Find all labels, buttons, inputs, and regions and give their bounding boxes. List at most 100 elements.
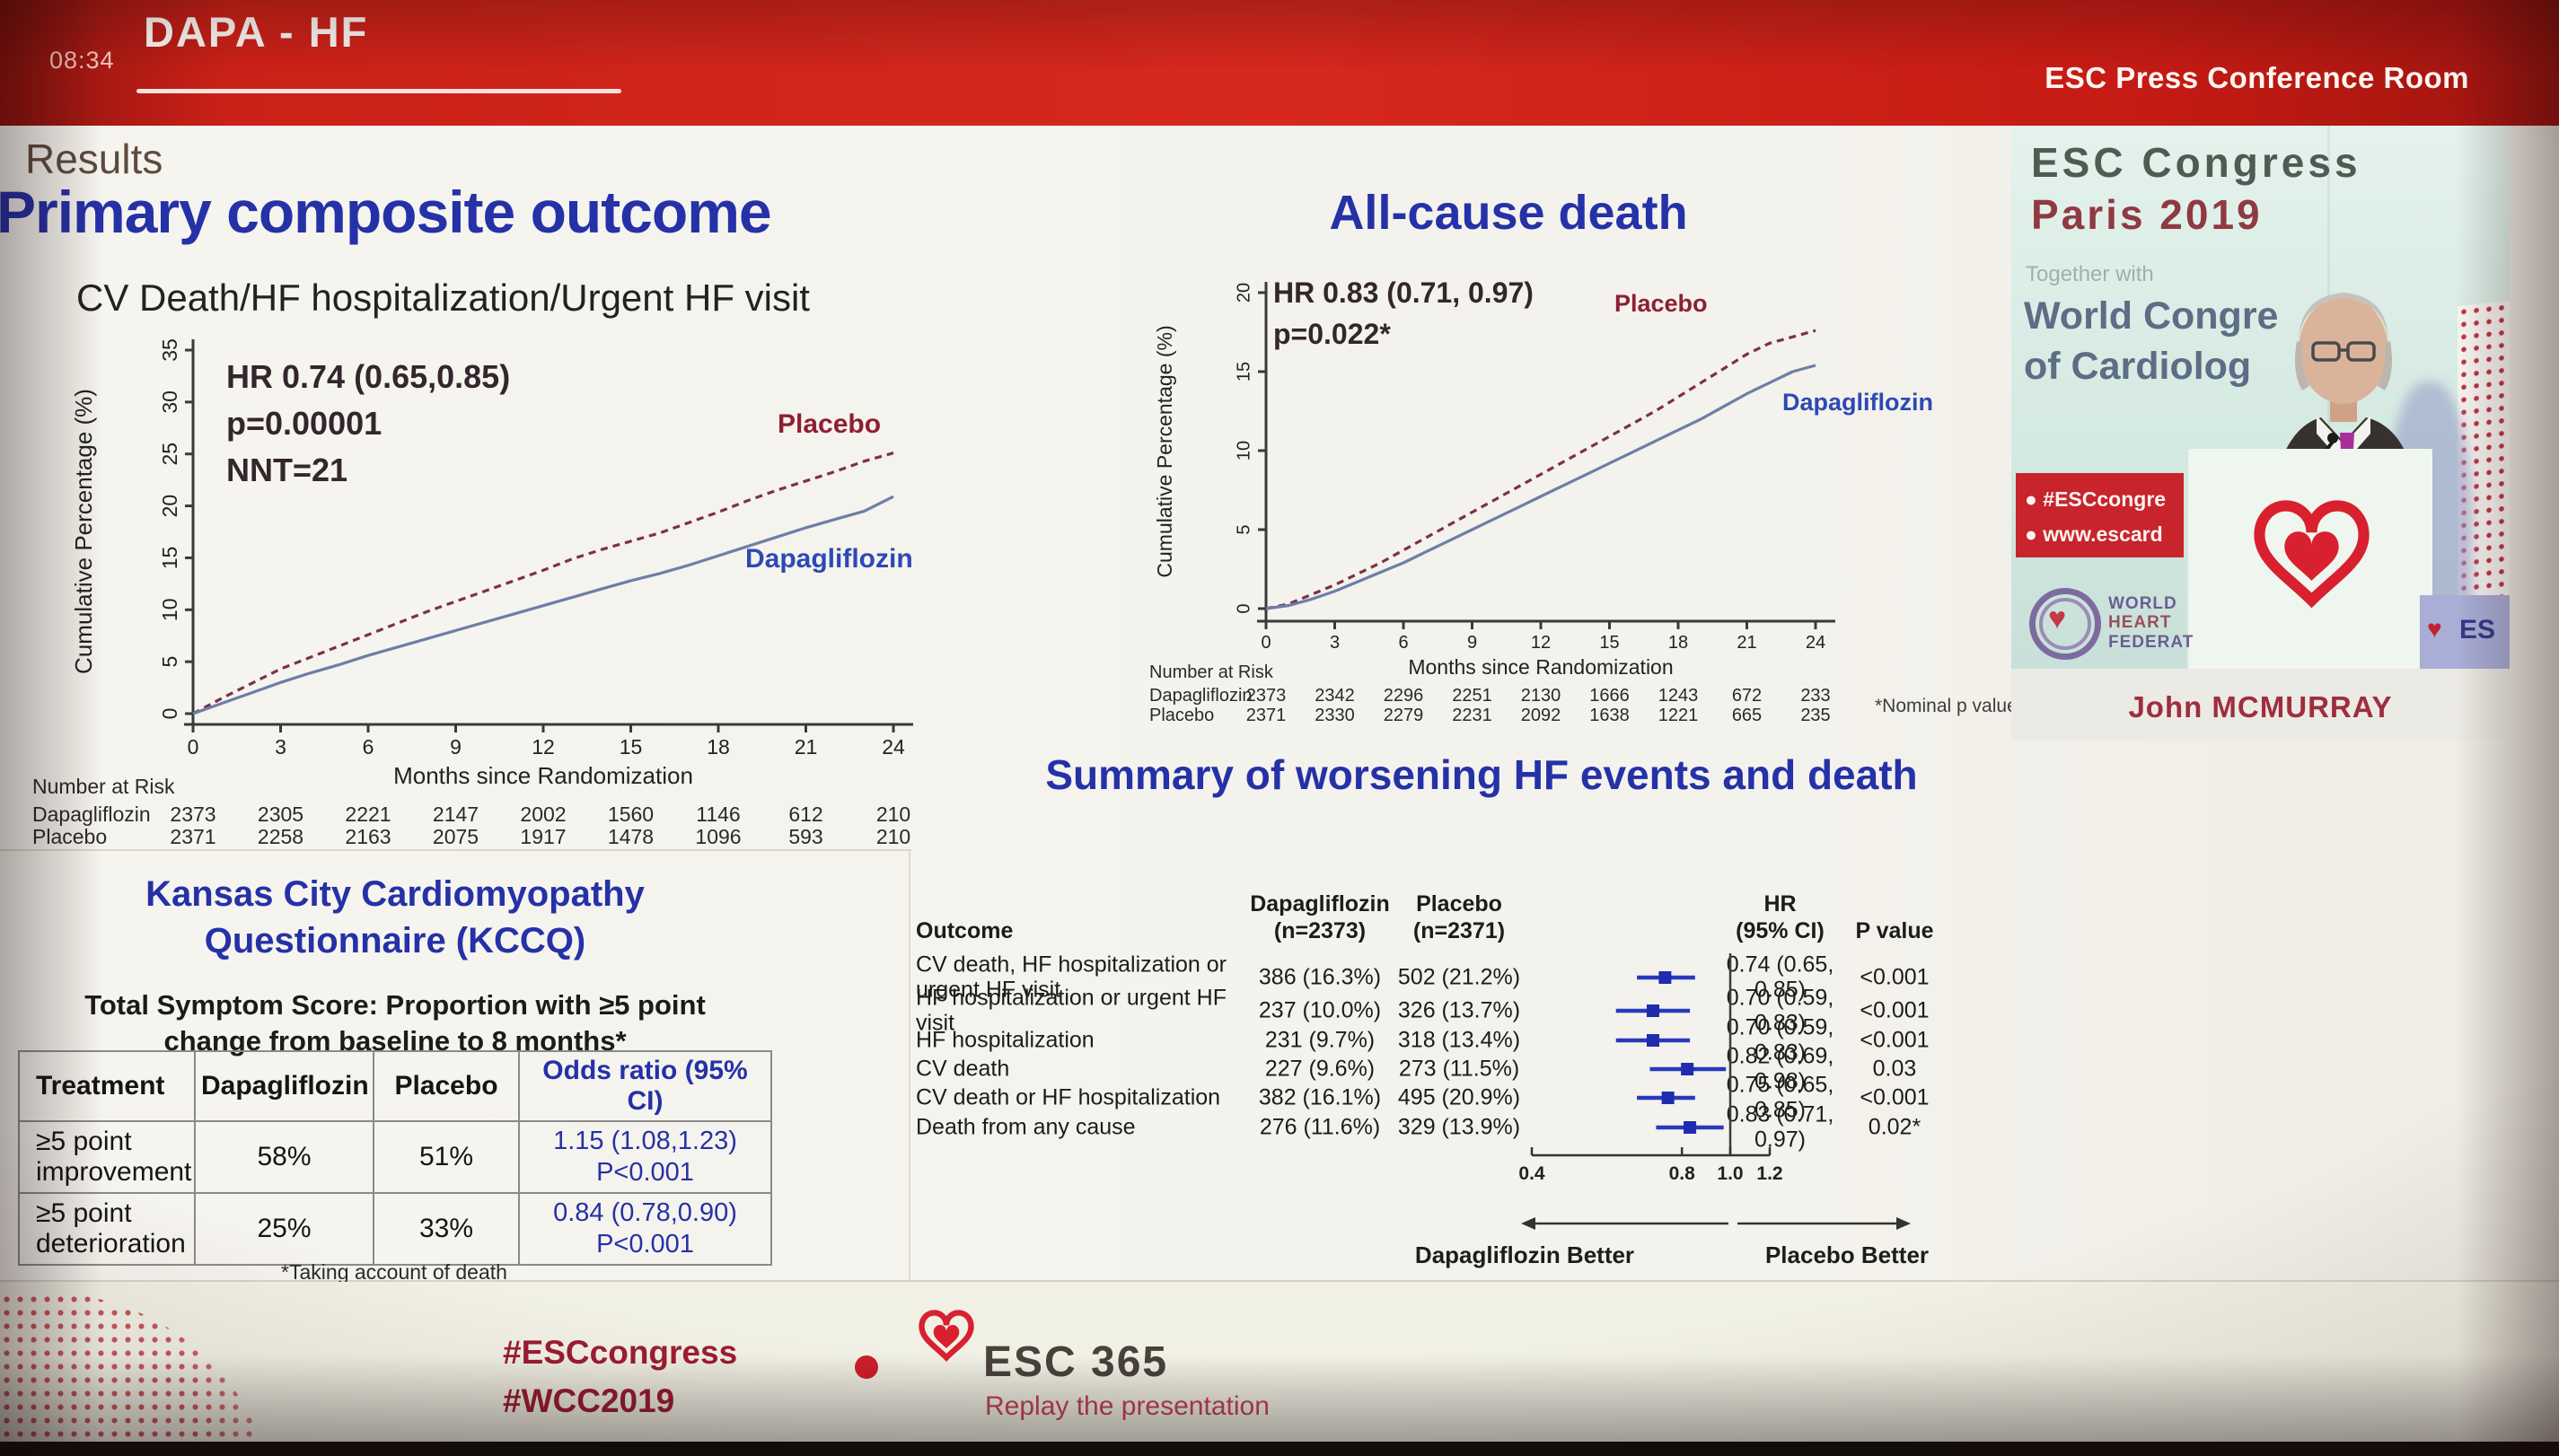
x-tick-label: 0: [188, 735, 199, 759]
y-tick-label: 5: [1234, 524, 1253, 534]
risk-count: 2251: [1452, 686, 1492, 706]
microphone-head: [2327, 433, 2338, 443]
annotation: NNT=21: [226, 452, 347, 488]
dapagliflozin-curve: [1265, 364, 1816, 610]
hashtag-esccongress: #ESCcongress: [503, 1334, 738, 1371]
summary-col-placebo: Placebo (n=2371): [1412, 891, 1506, 943]
x-tick-label: 15: [620, 735, 643, 759]
y-tick-label: 0: [1234, 603, 1253, 613]
risk-count: 2330: [1315, 706, 1355, 725]
placebo-curve: [1265, 329, 1816, 610]
room-label: ESC Press Conference Room: [2045, 61, 2469, 94]
whf-heart-icon: ♥: [2048, 601, 2067, 636]
summary-title: Summary of worsening HF events and death: [1045, 751, 1918, 798]
number-at-risk-header: Number at Risk: [1149, 662, 1274, 682]
risk-row-name: Dapagliflozin: [32, 803, 151, 826]
placebo-curve-label: Placebo: [778, 409, 881, 439]
risk-count: 593: [788, 825, 822, 848]
risk-count: 2296: [1384, 686, 1424, 706]
risk-count: 1666: [1589, 686, 1630, 706]
kccq-table: Treatment Dapagliflozin Placebo Odds rat…: [18, 1050, 772, 1266]
risk-count: 233: [1800, 686, 1830, 706]
risk-count: 1478: [608, 825, 654, 848]
dapagliflozin-curve: [192, 495, 894, 715]
y-tick-label: 5: [158, 656, 181, 668]
risk-count: 2163: [345, 825, 391, 848]
kccq-col-dapagliflozin: Dapagliflozin: [194, 1050, 374, 1122]
risk-count: 2371: [1246, 706, 1287, 725]
kccq-row-deterioration: ≥5 point deterioration 25% 33% 0.84 (0.7…: [18, 1192, 772, 1266]
outcome-cell: Death from any cause: [916, 1114, 1136, 1140]
kccq-treatment-cell: ≥5 point deterioration: [18, 1192, 196, 1266]
risk-count: 612: [788, 803, 822, 826]
summary-col-outcome: Outcome: [916, 918, 1014, 943]
x-tick-label: 6: [1398, 633, 1408, 653]
dapagliflozin-better-label: Dapagliflozin Better: [1415, 1241, 1634, 1268]
x-tick-label: 21: [795, 735, 818, 759]
small-heart-icon: ♥: [2427, 615, 2442, 643]
outcome-cell: CV death or HF hospitalization: [916, 1084, 1221, 1110]
outcome-cell: HF hospitalization: [916, 1027, 1095, 1053]
footer-bar: #ESCcongress #WCC2019 ESC 365 Replay the…: [0, 1282, 2559, 1456]
risk-count: 1243: [1658, 686, 1699, 706]
y-axis-title: Cumulative Percentage (%): [1153, 325, 1176, 577]
annotation: HR 0.74 (0.65,0.85): [226, 358, 510, 395]
x-tick-label: 0: [1261, 633, 1271, 653]
kccq-placebo-cell: 51%: [373, 1120, 520, 1194]
risk-count: 2002: [520, 803, 566, 826]
risk-count: 2221: [345, 803, 391, 826]
y-tick-label: 15: [1234, 362, 1253, 382]
forest-tick-label: 0.4: [1518, 1163, 1545, 1184]
x-axis-title: Months since Randomization: [393, 762, 693, 789]
speaker-name-strip: John MCMURRAY: [2011, 669, 2510, 741]
x-tick-label: 24: [1806, 633, 1825, 653]
x-axis-title: Months since Randomization: [1408, 655, 1673, 679]
dapagliflozin-cell: 386 (16.3%): [1258, 964, 1382, 990]
risk-count: 2371: [170, 825, 215, 848]
nominal-p-footnote: *Nominal p value: [1875, 696, 2018, 716]
y-axis-title: Cumulative Percentage (%): [70, 389, 97, 674]
y-tick-label: 0: [158, 708, 181, 720]
placebo-better-label: Placebo Better: [1765, 1241, 1929, 1268]
x-tick-label: 3: [275, 735, 286, 759]
kccq-col-placebo: Placebo: [373, 1050, 520, 1122]
side-esc-panel: ♥ ES: [2420, 595, 2510, 669]
x-tick-label: 12: [1531, 633, 1551, 653]
kccq-subtitle: Total Symptom Score: Proportion with ≥5 …: [84, 989, 706, 1057]
y-tick-label: 20: [1234, 283, 1253, 303]
title-underline: [136, 89, 621, 93]
y-tick-label: 35: [158, 338, 181, 362]
right-arrowhead: [1896, 1217, 1911, 1230]
risk-count: 235: [1800, 706, 1830, 725]
hr-marker: [1661, 1092, 1675, 1104]
number-at-risk-header: Number at Risk: [32, 775, 175, 798]
kccq-odds-cell: 0.84 (0.78,0.90) P<0.001: [518, 1192, 772, 1266]
all-cause-death-title: All-cause death: [1329, 186, 1688, 240]
risk-count: 1917: [520, 825, 566, 848]
heart-fill: [2284, 531, 2339, 581]
session-title: DAPA - HF: [144, 8, 369, 56]
risk-count: 2279: [1384, 706, 1424, 725]
annotation: p=0.022*: [1273, 318, 1391, 350]
whf-logo-text: WORLD HEART FEDERAT: [2108, 594, 2194, 652]
risk-count: 2231: [1452, 706, 1492, 725]
risk-row-name: Dapagliflozin: [1149, 686, 1253, 706]
risk-count: 2373: [1246, 686, 1287, 706]
risk-count: 1146: [696, 803, 740, 826]
dapagliflozin-cell: 237 (10.0%): [1258, 997, 1382, 1023]
placebo-curve-label: Placebo: [1614, 290, 1708, 317]
risk-row-name: Placebo: [1149, 706, 1214, 725]
risk-count: 665: [1732, 706, 1762, 725]
dotted-globe-decoration: [0, 1293, 278, 1456]
x-tick-label: 21: [1737, 633, 1756, 653]
dapagliflozin-cell: 382 (16.1%): [1258, 1084, 1382, 1110]
forest-tick-label: 1.0: [1717, 1163, 1743, 1184]
x-tick-label: 18: [707, 735, 730, 759]
forest-plot: 0.4 0.8 1.0 1.2 Dapagliflozin Better Placebo …: [1415, 953, 1929, 1268]
hr-marker: [1681, 1063, 1694, 1075]
risk-count: 2130: [1521, 686, 1561, 706]
risk-count: 2092: [1521, 706, 1561, 725]
risk-count: 672: [1732, 686, 1762, 706]
summary-col-hr: HR (95% CI): [1736, 891, 1825, 943]
